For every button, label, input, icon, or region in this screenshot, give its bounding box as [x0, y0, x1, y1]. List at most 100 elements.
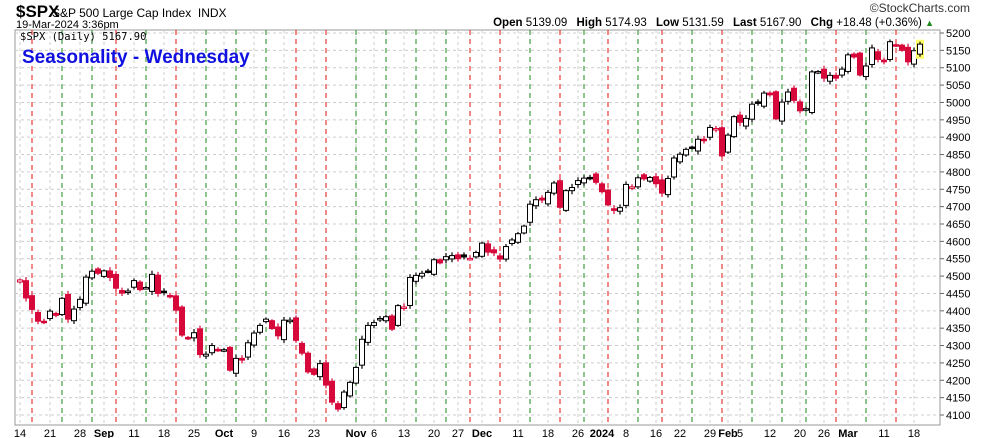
candle-body — [167, 294, 173, 298]
candle-body — [671, 157, 677, 178]
y-tick-label: 4700 — [946, 202, 970, 214]
candle-body — [677, 153, 683, 163]
candle-body — [815, 71, 821, 74]
candle-body — [791, 87, 797, 101]
candle-body — [623, 183, 629, 206]
candle-body — [281, 319, 287, 341]
open-label: Open — [493, 17, 523, 29]
last-value: 5167.90 — [759, 17, 802, 29]
candle-body — [647, 176, 653, 182]
candle-body — [749, 103, 755, 120]
candle-body — [689, 146, 695, 150]
x-tick-label: 25 — [188, 428, 200, 438]
high-value: 5174.93 — [605, 17, 647, 29]
brand-logo: ©StockCharts.com — [869, 1, 970, 15]
x-tick-label: 16 — [650, 428, 662, 438]
x-tick-label: Sep — [94, 428, 114, 438]
low-label: Low — [656, 17, 680, 29]
symbol: $SPX — [16, 2, 60, 21]
candle-body — [221, 349, 227, 352]
series-legend: $SPX (Daily) 5167.90 — [20, 31, 147, 43]
candle-body — [347, 381, 353, 397]
x-tick-label: 18 — [158, 428, 170, 438]
y-tick-label: 4850 — [946, 150, 970, 162]
candle-body — [107, 270, 113, 278]
candle-body — [29, 295, 35, 310]
candle-body — [701, 138, 707, 142]
candle-body — [617, 207, 623, 212]
candle-body — [149, 273, 155, 292]
y-tick-label: 4250 — [946, 358, 970, 370]
y-tick-label: 5150 — [946, 45, 970, 57]
candle-body — [143, 287, 149, 290]
candle-body — [545, 191, 551, 205]
candle-body — [719, 127, 725, 157]
x-tick-label: 16 — [278, 428, 290, 438]
candle-body — [257, 324, 263, 333]
candle-body — [89, 270, 95, 279]
candle-body — [275, 326, 281, 337]
candle-body — [905, 46, 911, 63]
candle-body — [695, 138, 701, 152]
candle-body — [755, 101, 761, 104]
candle-body — [833, 74, 839, 79]
candle-body — [233, 357, 239, 374]
candle-body — [743, 117, 749, 127]
candle-body — [293, 317, 299, 341]
candle-body — [365, 324, 371, 343]
candle-body — [239, 357, 245, 361]
candle-body — [581, 177, 587, 184]
x-tick-label: 8 — [623, 428, 629, 438]
chg-label: Chg — [810, 17, 833, 29]
candle-body — [101, 270, 107, 277]
x-tick-label: 29 — [704, 428, 716, 438]
candle-body — [503, 246, 509, 260]
candle-body — [635, 177, 641, 188]
candle-body — [515, 233, 521, 243]
y-tick-label: 4400 — [946, 306, 970, 318]
y-tick-label: 4750 — [946, 184, 970, 196]
y-tick-label: 4100 — [946, 410, 970, 422]
candle-body — [479, 242, 485, 257]
y-tick-label: 4650 — [946, 219, 970, 231]
y-tick-label: 5100 — [946, 63, 970, 75]
x-tick-label: 21 — [44, 428, 56, 438]
candle-body — [917, 43, 923, 55]
y-tick-label: 5000 — [946, 97, 970, 109]
candle-body — [65, 293, 71, 320]
candle-body — [851, 53, 857, 58]
index-name: S&P 500 Large Cap Index INDX — [52, 6, 227, 20]
candle-body — [539, 197, 545, 201]
candle-body — [713, 128, 719, 131]
x-tick-label: 28 — [74, 428, 86, 438]
candle-body — [737, 114, 743, 123]
candle-body — [839, 68, 845, 76]
x-tick-label: 26 — [572, 428, 584, 438]
x-tick-label: Mar — [838, 428, 858, 438]
candle-body — [533, 199, 539, 207]
candle-body — [893, 44, 899, 47]
candle-body — [305, 352, 311, 373]
y-tick-label: 4800 — [946, 167, 970, 179]
candle-body — [569, 187, 575, 192]
candle-body — [653, 176, 659, 185]
candle-body — [209, 345, 215, 354]
candle-body — [845, 54, 851, 72]
candle-body — [773, 91, 779, 120]
candle-body — [761, 92, 767, 107]
candle-body — [317, 363, 323, 378]
candle-body — [605, 189, 611, 206]
candle-body — [35, 311, 41, 322]
x-tick-label: 12 — [764, 428, 776, 438]
x-tick-label: Oct — [215, 428, 234, 438]
candle-body — [473, 251, 479, 258]
candle-body — [179, 306, 185, 336]
x-tick-label: 11 — [128, 428, 139, 438]
candle-body — [641, 174, 647, 180]
candle-body — [593, 173, 599, 183]
candle-body — [383, 316, 389, 322]
candle-body — [509, 239, 515, 245]
candle-body — [83, 276, 89, 304]
candle-body — [911, 50, 917, 65]
